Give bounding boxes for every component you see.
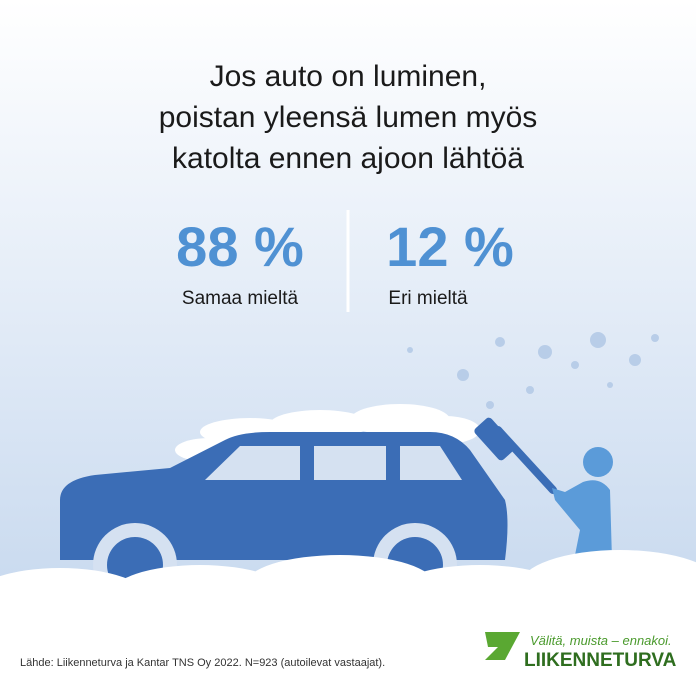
stat-value: 12 % <box>386 215 514 278</box>
source: Lähde: Liikenneturva ja Kantar TNS Oy 20… <box>20 657 385 669</box>
title-line: katolta ennen ajoon lähtöä <box>172 142 524 175</box>
slogan: Välitä, muista – ennakoi. <box>530 633 672 648</box>
logo-mark <box>485 632 520 660</box>
stat-label: Eri mieltä <box>388 288 468 309</box>
ground-snow <box>0 550 696 696</box>
title: Jos auto on luminen, poistan yleensä lum… <box>159 60 538 175</box>
title-line: poistan yleensä lumen myös <box>159 101 538 134</box>
stat-value: 88 % <box>176 215 304 278</box>
brand: LIIKENNETURVA <box>524 650 677 671</box>
car-windows <box>205 446 462 480</box>
title-line: Jos auto on luminen, <box>210 60 487 93</box>
stat-label: Samaa mieltä <box>182 288 299 309</box>
